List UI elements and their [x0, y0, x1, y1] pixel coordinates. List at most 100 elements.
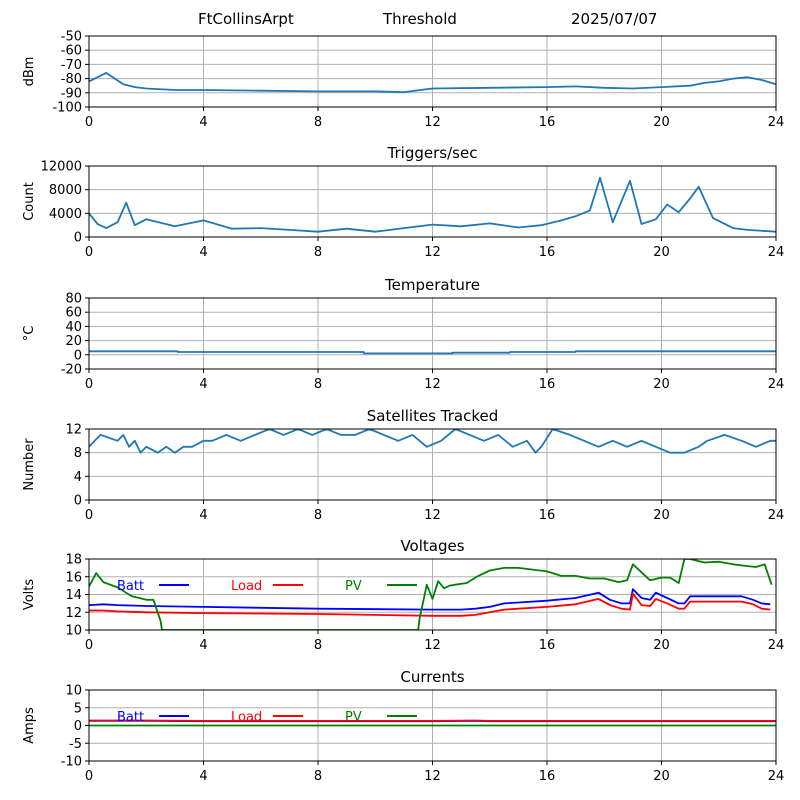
x-tick-label: 20 [653, 508, 670, 523]
y-tick-label: -5 [69, 737, 82, 752]
series-line-0 [89, 176, 776, 233]
legend-label-batt: Batt [117, 579, 144, 594]
panel-title: Satellites Tracked [367, 407, 498, 425]
x-tick-label: 8 [314, 508, 322, 523]
legend-label-batt: Batt [117, 710, 144, 725]
x-tick-label: 4 [199, 245, 207, 260]
x-tick-label: 12 [424, 377, 441, 392]
y-tick-label: -50 [61, 30, 82, 45]
y-tick-label: -60 [61, 44, 82, 59]
x-tick-label: 12 [424, 638, 441, 653]
y-tick-label: 8000 [49, 183, 82, 198]
x-tick-label: 16 [539, 769, 556, 784]
x-tick-label: 20 [653, 245, 670, 260]
panel-0: 0 4 8 12 16 20 24 -50-60-70-80-90-100 dBm [22, 30, 784, 131]
x-tick-label: 0 [85, 377, 93, 392]
x-tick-label: 0 [85, 115, 93, 130]
x-tick-label: 24 [768, 638, 785, 653]
panel-1: 0 4 8 12 16 20 24 0 4000 8000 12000 Triggers/sec Cou… [22, 144, 784, 260]
x-tick-label: 20 [653, 638, 670, 653]
y-axis-label: °C [22, 326, 37, 342]
panel-title: Currents [400, 668, 464, 686]
y-tick-label: 4 [74, 470, 82, 485]
y-tick-label: 10 [65, 684, 82, 699]
series-line-batt [89, 588, 771, 611]
y-tick-label: -80 [61, 72, 82, 87]
y-tick-label: 14 [65, 588, 82, 603]
x-tick-label: 8 [314, 245, 322, 260]
y-tick-label: 60 [65, 306, 82, 321]
x-tick-label: 16 [539, 115, 556, 130]
x-tick-label: 16 [539, 245, 556, 260]
x-tick-label: 12 [424, 245, 441, 260]
series-line-0 [89, 350, 776, 355]
date-label: 2025/07/07 [571, 10, 658, 28]
series-line-load [89, 592, 771, 617]
axes-frame [88, 689, 777, 762]
y-tick-label: 0 [74, 494, 82, 509]
x-tick-label: 4 [199, 115, 207, 130]
y-axis-label: Volts [22, 579, 37, 611]
axes-frame [88, 165, 777, 238]
y-tick-label: -100 [52, 101, 82, 116]
x-tick-label: 16 [539, 638, 556, 653]
panel-title: Temperature [384, 276, 480, 294]
legend-label-load: Load [231, 579, 262, 594]
x-tick-label: 8 [314, 638, 322, 653]
x-tick-label: 12 [424, 508, 441, 523]
axes-frame [88, 428, 777, 501]
y-tick-label: -20 [61, 363, 82, 378]
x-tick-label: 4 [199, 769, 207, 784]
x-tick-label: 8 [314, 377, 322, 392]
y-tick-label: 12 [65, 423, 82, 438]
y-tick-label: 80 [65, 292, 82, 307]
y-axis-label: Number [22, 438, 37, 491]
x-tick-label: 20 [653, 377, 670, 392]
y-tick-label: -10 [61, 755, 82, 770]
x-tick-label: 0 [85, 769, 93, 784]
y-tick-label: -70 [61, 58, 82, 73]
y-tick-label: 8 [74, 446, 82, 461]
y-tick-label: 5 [74, 701, 82, 716]
y-tick-label: 0 [74, 719, 82, 734]
x-tick-label: 24 [768, 115, 785, 130]
x-tick-label: 8 [314, 769, 322, 784]
legend-label-load: Load [231, 710, 262, 725]
x-tick-label: 4 [199, 638, 207, 653]
x-tick-label: 24 [768, 508, 785, 523]
y-tick-label: 10 [65, 624, 82, 639]
axes-frame [88, 297, 777, 370]
y-tick-label: 40 [65, 320, 82, 335]
y-tick-label: 20 [65, 334, 82, 349]
y-axis-label: dBm [22, 57, 37, 87]
x-tick-label: 0 [85, 245, 93, 260]
x-tick-label: 0 [85, 638, 93, 653]
x-tick-label: 4 [199, 377, 207, 392]
x-tick-label: 24 [768, 377, 785, 392]
axes-frame [88, 35, 777, 108]
x-tick-label: 16 [539, 508, 556, 523]
series-line-0 [89, 429, 776, 454]
panel-title: Voltages [400, 537, 464, 555]
y-tick-label: 12 [65, 606, 82, 621]
x-tick-label: 24 [768, 245, 785, 260]
x-tick-label: 16 [539, 377, 556, 392]
series-line-0 [89, 72, 776, 93]
mode-label: Threshold [383, 10, 457, 28]
axes-frame [88, 558, 777, 631]
panel-title: Triggers/sec [387, 144, 478, 162]
y-tick-label: 18 [65, 553, 82, 568]
panel-5: 0 4 8 12 16 20 24 -10 -5 0 5 10 Batt Load PV Currents Am… [22, 668, 784, 784]
x-tick-label: 20 [653, 115, 670, 130]
series-line-pv [89, 559, 773, 630]
y-tick-label: 0 [74, 231, 82, 246]
y-axis-label: Amps [22, 707, 37, 744]
station-label: FtCollinsArpt [198, 10, 294, 28]
x-tick-label: 4 [199, 508, 207, 523]
x-tick-label: 20 [653, 769, 670, 784]
legend-label-pv: PV [345, 579, 362, 594]
legend-label-pv: PV [345, 710, 362, 725]
